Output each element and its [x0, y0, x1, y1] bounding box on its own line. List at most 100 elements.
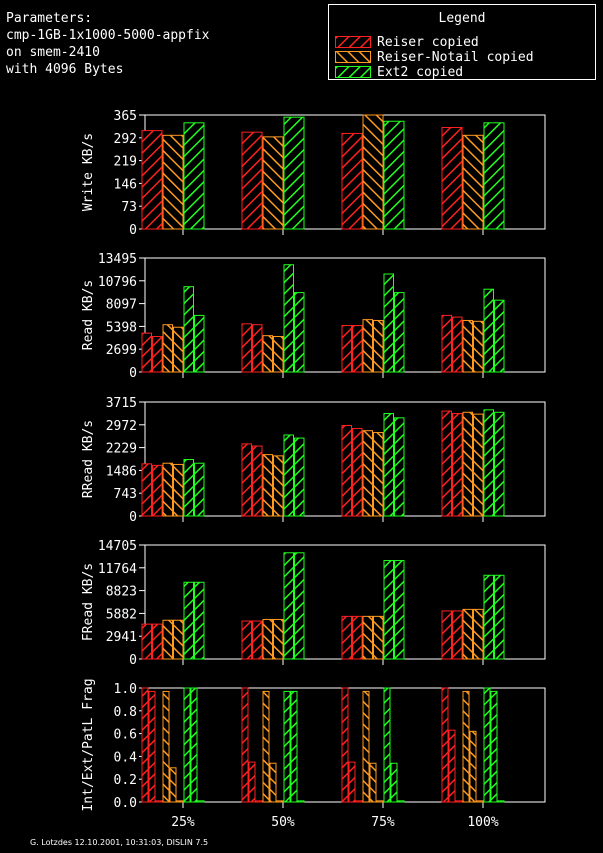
- bar-25%-series2: [190, 687, 198, 803]
- bar-75%-series0: [341, 424, 352, 517]
- y-tick-label: 2941: [106, 630, 137, 645]
- legend-swatch-reiser-notail: [335, 51, 371, 63]
- bar-75%-series0: [352, 325, 363, 373]
- y-tick-label: 0.6: [114, 728, 137, 743]
- x-tick-label: 75%: [371, 815, 395, 830]
- bar-25%-series1: [162, 134, 184, 230]
- bar-50%-series2: [283, 116, 305, 230]
- bar-75%-series0: [352, 428, 363, 517]
- bar-25%-series1: [173, 619, 184, 660]
- bar-25%-series2: [183, 286, 194, 373]
- bar-100%-series0: [448, 729, 456, 803]
- bar-50%-series1: [262, 454, 273, 517]
- bar-50%-series0: [241, 131, 263, 230]
- y-axis-label: Read KB/s: [81, 280, 96, 350]
- y-tick-label: 1.0: [114, 682, 137, 697]
- y-tick-label: 292: [114, 132, 137, 147]
- bar-25%-series0: [141, 623, 152, 660]
- bar-50%-series0: [252, 445, 263, 517]
- legend-swatch-reiser: [335, 36, 371, 48]
- bar-75%-series0: [355, 800, 363, 803]
- y-axis-label: Int/Ext/PatL Frag: [81, 678, 96, 811]
- bar-50%-series2: [294, 437, 305, 517]
- bar-75%-series2: [394, 292, 405, 373]
- y-tick-label: 2972: [106, 419, 137, 434]
- bar-50%-series1: [269, 762, 277, 803]
- bar-50%-series0: [255, 800, 263, 803]
- bar-75%-series2: [394, 560, 405, 660]
- bar-100%-series0: [452, 316, 463, 373]
- bar-75%-series0: [352, 615, 363, 660]
- y-tick-label: 8097: [106, 298, 137, 313]
- bar-50%-series2: [290, 690, 298, 803]
- bar-50%-series2: [294, 552, 305, 660]
- bar-75%-series2: [394, 417, 405, 517]
- bar-50%-series1: [276, 800, 284, 803]
- y-tick-label: 11764: [98, 562, 137, 577]
- y-tick-label: 0.8: [114, 705, 137, 720]
- bar-100%-series0: [441, 126, 463, 230]
- bar-75%-series1: [373, 319, 384, 373]
- bar-50%-series0: [252, 324, 263, 373]
- bar-25%-series1: [162, 619, 173, 660]
- legend: Legend Reiser copied Reiser-Notail copie…: [328, 4, 596, 80]
- bar-100%-series2: [483, 409, 494, 517]
- bar-100%-series1: [462, 690, 470, 803]
- bar-100%-series1: [476, 800, 484, 803]
- bar-100%-series0: [441, 610, 452, 660]
- bar-75%-series2: [383, 413, 394, 517]
- bar-75%-series2: [390, 762, 398, 803]
- bar-75%-series1: [362, 114, 384, 230]
- y-tick-label: 365: [114, 109, 137, 124]
- bar-50%-series2: [297, 800, 305, 803]
- bar-25%-series0: [148, 690, 156, 803]
- bar-100%-series2: [494, 299, 505, 373]
- panel-0: 0 73 146 219 292 365 Write KB/s: [81, 109, 546, 238]
- bar-100%-series2: [483, 687, 491, 803]
- y-tick-label: 13495: [98, 252, 137, 267]
- y-tick-label: 0: [129, 653, 137, 668]
- bar-50%-series0: [241, 443, 252, 517]
- bar-100%-series1: [473, 413, 484, 517]
- parameters-heading: Parameters:: [6, 11, 93, 26]
- bar-100%-series0: [441, 687, 449, 803]
- panel-4: 0.0 0.2 0.4 0.6 0.8 1.0 Int/Ext/PatL Frag 25% 50…: [81, 678, 546, 830]
- bar-75%-series1: [362, 319, 373, 373]
- bar-25%-series0: [141, 332, 152, 373]
- bar-25%-series2: [183, 687, 191, 803]
- bar-100%-series2: [483, 122, 505, 230]
- bar-75%-series1: [369, 762, 377, 803]
- bar-25%-series2: [197, 800, 205, 803]
- bar-100%-series1: [473, 608, 484, 660]
- footer-credit: G. Lotzdes 12.10.2001, 10:31:03, DISLIN …: [30, 838, 209, 847]
- bar-25%-series0: [141, 130, 163, 230]
- bar-50%-series0: [241, 323, 252, 373]
- bar-50%-series1: [273, 336, 284, 373]
- legend-title: Legend: [438, 11, 486, 26]
- bar-100%-series2: [483, 574, 494, 660]
- bar-75%-series1: [362, 615, 373, 660]
- legend-label-reiser-notail: Reiser-Notail copied: [377, 49, 534, 65]
- bar-25%-series2: [183, 459, 194, 517]
- bar-100%-series1: [473, 320, 484, 373]
- bar-50%-series1: [262, 618, 273, 660]
- bar-75%-series1: [376, 800, 384, 803]
- bar-50%-series1: [262, 136, 284, 230]
- panel-2: 0 743 1486 2229 2972 3715 RRead KB/s: [81, 396, 546, 525]
- bar-50%-series0: [248, 761, 256, 803]
- legend-item-ext2: Ext2 copied: [335, 65, 463, 80]
- bar-100%-series0: [455, 800, 463, 803]
- bar-25%-series2: [194, 462, 205, 517]
- y-tick-label: 1486: [106, 464, 137, 479]
- bar-25%-series0: [152, 464, 163, 517]
- bar-100%-series1: [469, 730, 477, 803]
- bar-100%-series1: [462, 134, 484, 230]
- y-tick-label: 0.4: [114, 750, 138, 765]
- bar-100%-series0: [452, 413, 463, 517]
- x-tick-label: 25%: [171, 815, 195, 830]
- bar-25%-series1: [162, 690, 170, 803]
- bar-25%-series1: [173, 326, 184, 373]
- bar-75%-series1: [373, 615, 384, 660]
